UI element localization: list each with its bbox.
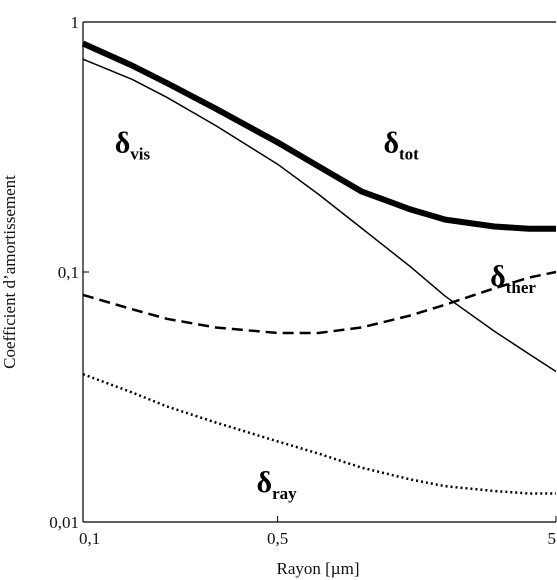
annotation-tot-symbol: δ: [383, 127, 399, 160]
annotation-tot-subscript: tot: [399, 145, 419, 164]
annotation-vis-subscript: vis: [130, 145, 150, 164]
annotation-ther-subscript: ther: [506, 278, 537, 297]
annotation-tot: δtot: [383, 127, 419, 164]
series-line-vis: [82, 58, 557, 373]
series-line-tot: [81, 40, 556, 232]
annotation-vis-symbol: δ: [115, 127, 131, 160]
y-tick-label-0: 0,01: [49, 513, 79, 532]
y-tick-label-1: 0,1: [58, 263, 79, 282]
y-tick-label-2: 1: [71, 13, 80, 32]
annotation-ther-symbol: δ: [490, 260, 506, 293]
series-layer: [81, 40, 557, 495]
ticks-layer: 0,1 0,5 50,010,11: [49, 13, 557, 548]
x-axis-label: Rayon [µm]: [277, 559, 360, 578]
annotation-ray-symbol: δ: [257, 466, 273, 499]
x-tick-label-1: 0,5: [267, 529, 288, 548]
y-axis-label: Coefficient d’amortissement: [0, 175, 19, 369]
series-line-ther: [82, 270, 557, 335]
annotation-ther: δther: [490, 260, 536, 297]
x-tick-label-0: 0,1: [79, 529, 100, 548]
annotation-vis: δvis: [115, 127, 151, 164]
annotation-ray: δray: [257, 466, 298, 503]
series-line-ray: [82, 373, 556, 495]
annotation-ray-subscript: ray: [272, 484, 297, 503]
plot-frame: [82, 21, 556, 523]
x-tick-label-2: 5: [548, 529, 557, 548]
